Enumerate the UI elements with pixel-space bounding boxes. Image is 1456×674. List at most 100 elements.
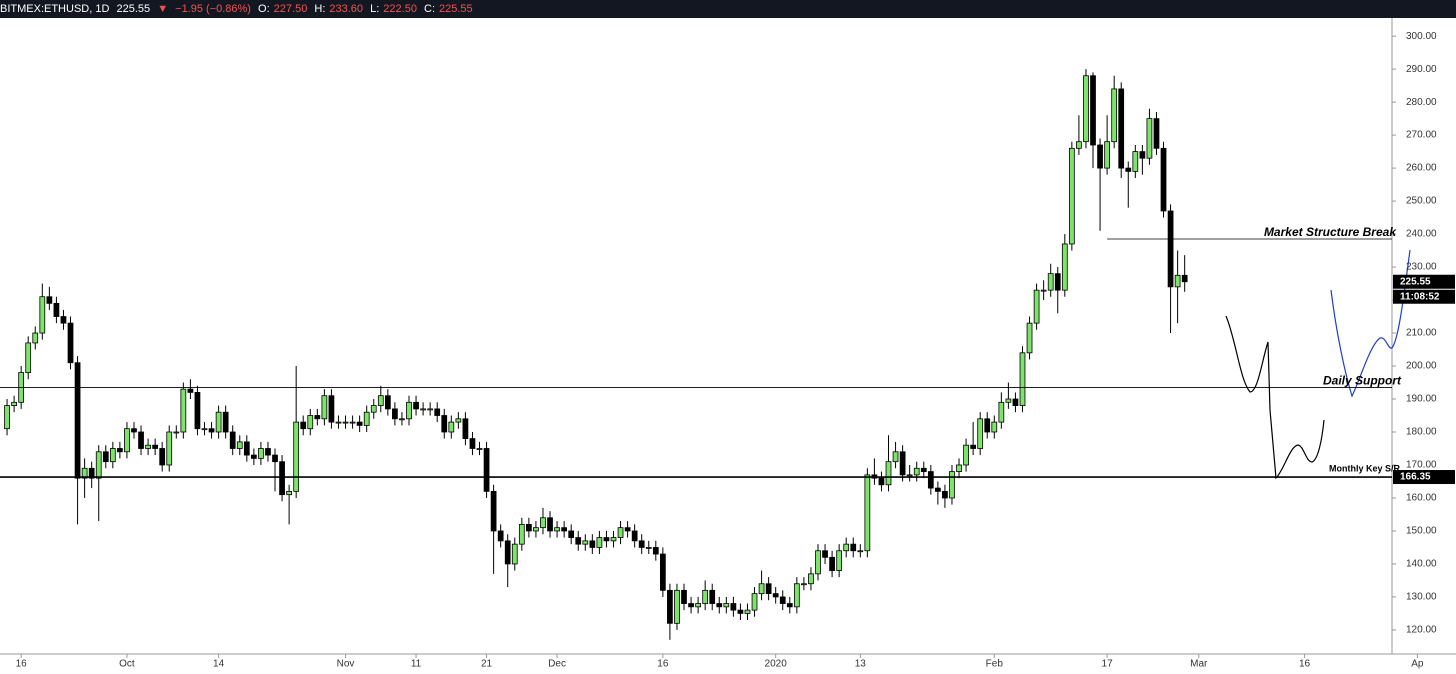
- candle-body: [53, 302, 60, 317]
- candle-body: [695, 603, 701, 608]
- candle-body: [935, 487, 941, 492]
- x-tick-label: 13: [855, 659, 867, 670]
- candle-body: [300, 421, 307, 430]
- candle-body: [617, 527, 624, 538]
- x-tick-label: 16: [657, 659, 669, 670]
- candle-body: [547, 517, 553, 532]
- candle-body: [892, 451, 899, 463]
- candle-body: [1160, 147, 1167, 212]
- candle-body: [328, 395, 335, 423]
- candle-body: [490, 490, 497, 532]
- candle-body: [624, 527, 631, 532]
- candle-body: [582, 540, 589, 545]
- candle-body: [540, 517, 546, 529]
- candle-body: [102, 451, 109, 463]
- candle-body: [977, 418, 984, 449]
- x-tick-label: Oct: [119, 659, 135, 670]
- candle-body: [526, 523, 532, 532]
- candle-body: [88, 467, 95, 479]
- y-tick-label: 290.00: [1406, 64, 1437, 75]
- candle-body: [272, 454, 278, 463]
- y-tick-label: 180.00: [1406, 427, 1437, 438]
- candle-body: [250, 454, 257, 459]
- candle-body: [829, 556, 835, 571]
- candle-body: [455, 418, 462, 423]
- candle-body: [596, 537, 603, 548]
- candle-body: [716, 603, 723, 608]
- candle-body: [1054, 273, 1061, 291]
- h-value: 233.60: [329, 3, 364, 15]
- last-price-label-box: [1393, 274, 1455, 289]
- candle-body: [956, 464, 962, 472]
- candle-body: [674, 589, 680, 624]
- candle-body: [667, 589, 673, 624]
- h-label: H:: [314, 3, 326, 15]
- candle-body: [603, 537, 610, 542]
- y-tick-label: 120.00: [1406, 625, 1437, 636]
- y-tick-label: 170.00: [1406, 460, 1437, 471]
- candle-body: [970, 444, 976, 449]
- candle-body: [906, 474, 913, 477]
- y-tick-label: 210.00: [1406, 328, 1437, 339]
- candle-body: [913, 467, 920, 476]
- x-tick-label: 11: [411, 659, 422, 670]
- candle-body: [533, 527, 539, 532]
- drawing-blue: [1330, 249, 1411, 398]
- candle-body: [201, 428, 208, 431]
- l-label: L:: [370, 3, 380, 15]
- candle-body: [850, 543, 857, 552]
- candle-body: [117, 448, 123, 453]
- candle-body: [138, 431, 144, 449]
- candle-body: [645, 547, 652, 549]
- candle-body: [610, 537, 617, 542]
- x-tick-label: 17: [1102, 659, 1114, 670]
- candle-body: [1174, 274, 1181, 288]
- candle-body: [885, 461, 892, 486]
- candle-body: [878, 477, 885, 486]
- candle-body: [638, 540, 645, 548]
- candle-body: [469, 438, 476, 449]
- candle-body: [998, 401, 1005, 423]
- candle-body: [356, 421, 363, 426]
- candle-body: [709, 589, 716, 604]
- candle-body: [173, 431, 180, 434]
- candle-body: [307, 415, 314, 430]
- y-tick-label: 160.00: [1406, 493, 1437, 504]
- candle-body: [511, 543, 518, 565]
- candle-body: [194, 392, 201, 430]
- candle-body: [1118, 88, 1125, 169]
- last-price: 225.55: [116, 3, 151, 15]
- candle-body: [314, 415, 321, 420]
- candle-body: [427, 408, 434, 411]
- candle-body: [399, 418, 405, 421]
- candle-body: [321, 395, 328, 420]
- x-tick-label: 2020: [765, 659, 788, 670]
- candle-body: [46, 296, 53, 304]
- last-price-label: 225.55: [1400, 276, 1431, 287]
- y-tick-label: 250.00: [1406, 196, 1437, 207]
- candle-body: [737, 609, 744, 614]
- candle-body: [758, 583, 765, 595]
- candle-body: [808, 573, 814, 585]
- candle-body: [342, 421, 349, 424]
- candle-body: [420, 408, 426, 411]
- candle-body: [1033, 289, 1040, 324]
- x-tick-label: Nov: [337, 659, 355, 670]
- candle-body: [152, 444, 159, 449]
- candle-body: [81, 467, 88, 479]
- candle-body: [187, 388, 194, 393]
- candle-body: [441, 415, 448, 433]
- candle-body: [779, 596, 786, 604]
- y-tick-label: 230.00: [1406, 262, 1437, 273]
- candle-body: [949, 471, 955, 499]
- candle-body: [32, 332, 39, 344]
- candle-body: [265, 448, 271, 456]
- candle-body: [688, 603, 694, 608]
- drawing-black: [1225, 315, 1325, 480]
- candle-body: [1068, 147, 1075, 245]
- candle-body: [4, 405, 10, 430]
- symbol: BITMEX:ETHUSD, 1D: [0, 3, 110, 15]
- candle-body: [1125, 167, 1132, 172]
